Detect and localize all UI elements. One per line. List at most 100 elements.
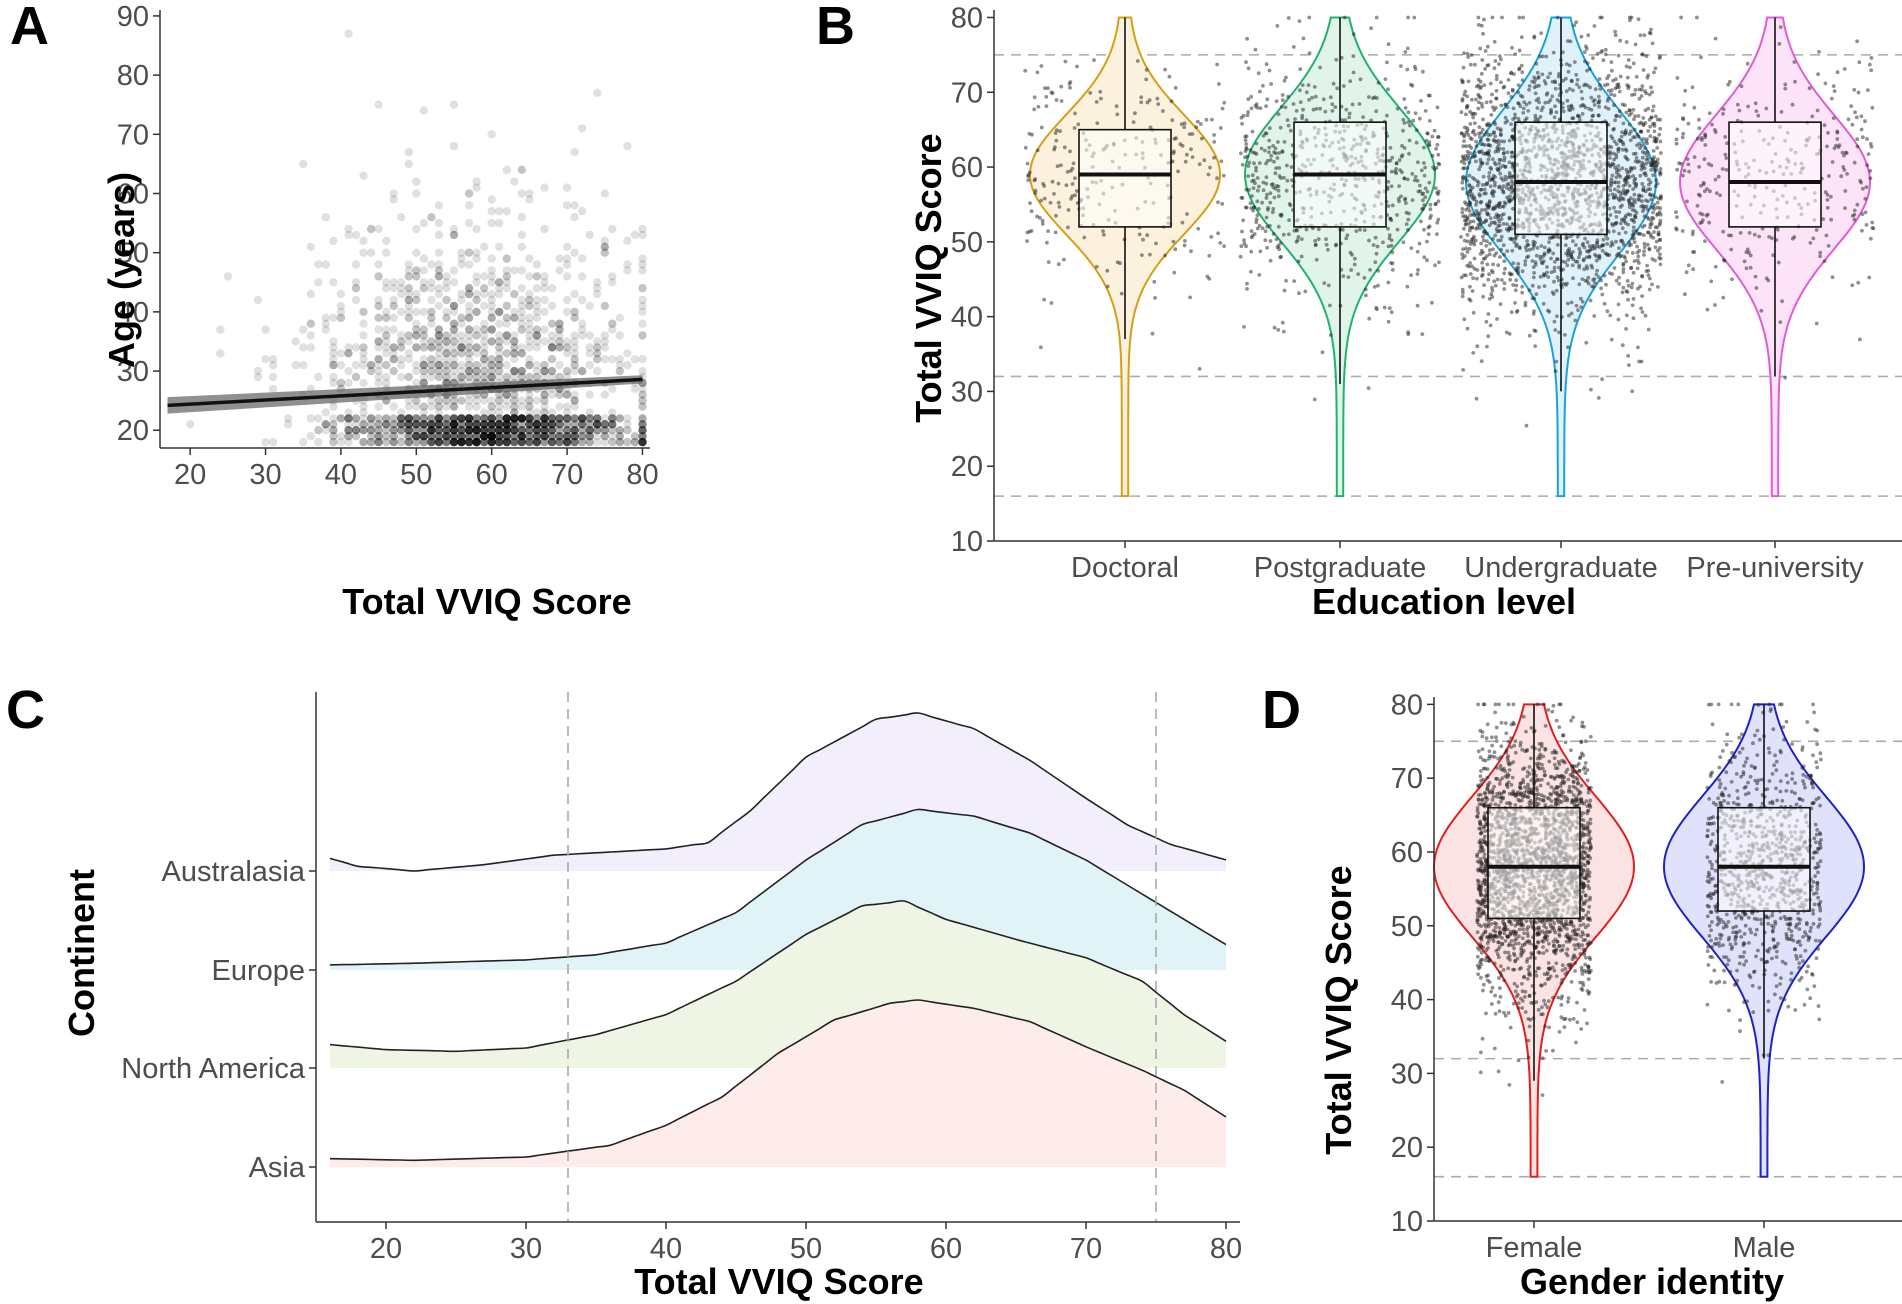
a-point	[464, 355, 474, 364]
a-point	[638, 366, 647, 376]
a-x-tick-label: 80	[626, 459, 658, 491]
b-point	[1423, 195, 1428, 200]
a-point	[336, 289, 346, 299]
a-point	[585, 420, 594, 429]
b-point	[1239, 151, 1243, 156]
b-point	[1542, 245, 1547, 250]
b-point	[1466, 79, 1471, 84]
a-point	[434, 343, 444, 352]
a-point	[487, 426, 496, 435]
b-point	[1054, 128, 1059, 133]
a-point	[472, 437, 481, 447]
a-point	[547, 284, 557, 293]
a-point	[502, 420, 511, 429]
b-point	[1247, 160, 1252, 165]
b-point	[1564, 62, 1569, 66]
a-point	[374, 366, 383, 376]
b-point	[1263, 238, 1268, 243]
a-point	[510, 349, 519, 358]
b-point	[1609, 240, 1614, 245]
a-point	[412, 432, 421, 441]
a-point	[464, 414, 474, 423]
b-point	[1028, 201, 1032, 206]
b-point	[1642, 245, 1647, 250]
b-point	[1401, 240, 1406, 245]
a-point	[464, 218, 474, 228]
a-point	[464, 426, 474, 435]
b-point	[1029, 209, 1034, 214]
b-point	[1624, 40, 1629, 44]
b-point	[1478, 193, 1482, 198]
a-point	[487, 372, 496, 382]
a-point	[434, 432, 444, 441]
b-point	[1485, 262, 1490, 267]
b-point	[1287, 202, 1292, 206]
a-point	[472, 432, 481, 441]
a-point	[427, 426, 436, 435]
a-point	[547, 343, 557, 352]
b-point	[1390, 250, 1395, 255]
b-point	[1577, 85, 1582, 90]
b-point	[1298, 67, 1303, 72]
b-point	[1617, 282, 1622, 286]
b-point	[1033, 177, 1038, 182]
a-point	[517, 319, 526, 328]
a-point	[472, 248, 481, 257]
a-point	[382, 325, 391, 334]
b-point	[1631, 297, 1636, 301]
b-point	[1266, 206, 1270, 210]
b-point	[1382, 305, 1387, 310]
b-point	[1657, 170, 1662, 174]
a-point	[510, 426, 519, 435]
b-point	[1244, 145, 1249, 150]
a-point	[329, 432, 338, 441]
a-point	[457, 360, 466, 370]
a-point	[555, 337, 564, 346]
a-point	[442, 272, 451, 281]
a-point	[480, 331, 489, 340]
a-point	[495, 307, 504, 317]
b-point	[1613, 118, 1617, 123]
b-point	[1335, 86, 1340, 91]
a-point	[329, 278, 338, 287]
b-point	[1075, 64, 1079, 69]
a-point	[434, 201, 444, 210]
a-point	[570, 414, 579, 423]
a-point	[532, 343, 542, 352]
b-point	[1299, 254, 1304, 259]
a-point	[374, 325, 383, 334]
b-point	[1589, 95, 1594, 100]
b-point	[1425, 258, 1429, 263]
a-point	[397, 289, 406, 299]
a-point	[608, 432, 617, 441]
a-point	[389, 437, 398, 447]
a-point	[457, 349, 466, 358]
a-point	[419, 378, 428, 388]
a-point	[615, 331, 624, 340]
b-point	[1635, 258, 1640, 263]
b-point	[1592, 314, 1597, 318]
b-point	[1257, 223, 1262, 228]
b-point	[1510, 45, 1514, 50]
a-point	[382, 414, 391, 423]
a-point	[555, 331, 564, 340]
b-point	[1553, 369, 1558, 374]
b-point	[1462, 139, 1466, 144]
b-point	[1506, 78, 1511, 82]
a-point	[600, 242, 609, 251]
a-point	[434, 414, 444, 423]
b-point	[1046, 229, 1050, 234]
b-point	[1286, 16, 1291, 20]
a-point	[600, 420, 609, 429]
b-point	[1422, 145, 1426, 150]
a-point	[382, 372, 391, 382]
a-point	[427, 426, 436, 435]
a-point	[570, 248, 579, 257]
a-point	[397, 414, 406, 423]
b-point	[1628, 213, 1633, 217]
a-point	[359, 343, 368, 352]
a-point	[487, 432, 496, 441]
a-point	[532, 437, 542, 447]
a-x-tick-label: 30	[249, 459, 281, 491]
